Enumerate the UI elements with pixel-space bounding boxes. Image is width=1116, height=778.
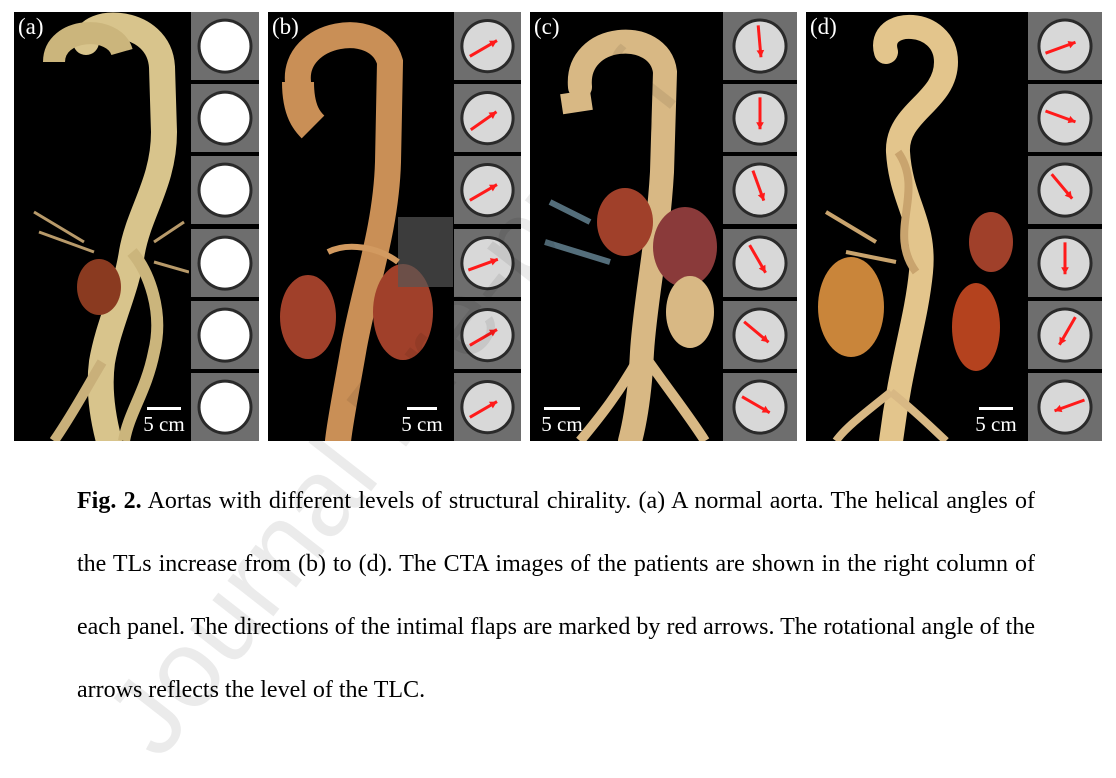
cta-slice-a-6 <box>191 372 259 441</box>
red-arrow-icon <box>469 39 498 58</box>
cta-slice-b-1 <box>454 12 521 81</box>
cta-slice-b-5 <box>454 300 521 369</box>
cta-column-c <box>723 12 797 441</box>
panel-d: (d) 5 cm <box>806 12 1102 441</box>
scale-bar-c: 5 cm <box>532 407 592 435</box>
cta-column-d <box>1028 12 1102 441</box>
aortic-lumen <box>200 165 250 215</box>
scale-label-d: 5 cm <box>975 412 1017 436</box>
red-arrow-icon <box>1061 241 1069 274</box>
cta-slice-a-1 <box>191 12 259 81</box>
cta-slice-b-3 <box>454 156 521 225</box>
scale-bar-a: 5 cm <box>136 407 192 435</box>
red-arrow-icon <box>748 243 767 274</box>
panel-a: (a) 5 cm <box>14 12 259 441</box>
red-arrow-icon <box>751 170 766 202</box>
cta-slice-c-3 <box>723 156 797 225</box>
caption-text: Aortas with different levels of structur… <box>77 488 1036 703</box>
scale-label-c: 5 cm <box>541 412 583 436</box>
cta-column-a <box>191 12 259 441</box>
cta-slice-c-6 <box>723 372 797 441</box>
panel-label-b: (b) <box>272 14 299 39</box>
cta-slice-c-2 <box>723 84 797 153</box>
aortic-lumen <box>200 21 250 71</box>
figure-caption: Fig. 2. Aortas with different levels of … <box>77 470 1035 722</box>
red-arrow-icon <box>469 183 498 202</box>
cta-slice-a-2 <box>191 84 259 153</box>
cta-slice-a-4 <box>191 228 259 297</box>
panel-b: (b) 5 cm <box>268 12 521 441</box>
red-arrow-icon <box>1053 398 1085 413</box>
aorta-render-b <box>280 22 453 441</box>
cta-slice-d-6 <box>1028 372 1102 441</box>
panel-label-d: (d) <box>810 14 837 39</box>
aortic-lumen <box>200 310 250 360</box>
aorta-render-d <box>818 14 1013 441</box>
cta-slice-d-4 <box>1028 228 1102 297</box>
aorta-render-a <box>33 12 189 441</box>
scale-label-b: 5 cm <box>401 412 443 436</box>
cta-slice-b-6 <box>454 372 521 441</box>
cta-slice-a-3 <box>191 156 259 225</box>
red-arrow-icon <box>467 257 499 271</box>
red-arrow-icon <box>756 97 764 130</box>
red-arrow-icon <box>469 110 498 132</box>
cta-slice-c-4 <box>723 228 797 297</box>
aortic-lumen <box>200 238 250 288</box>
red-arrow-icon <box>1050 173 1074 200</box>
cta-slice-c-5 <box>723 300 797 369</box>
scale-bar-d: 5 cm <box>968 407 1024 435</box>
panel-c: (c) 5 cm <box>530 12 797 441</box>
red-arrow-icon <box>1058 316 1077 346</box>
panel-label-c: (c) <box>534 14 560 39</box>
cta-slice-d-2 <box>1028 84 1102 153</box>
caption-fig-label: Fig. 2. <box>77 488 142 514</box>
cta-slice-d-3 <box>1028 156 1102 225</box>
cta-slice-b-4 <box>454 228 521 297</box>
scale-bar-b: 5 cm <box>394 407 450 435</box>
cta-slice-d-1 <box>1028 12 1102 81</box>
cta-slice-b-2 <box>454 84 521 153</box>
cta-slice-c-1 <box>723 12 797 81</box>
scale-label-a: 5 cm <box>143 412 185 436</box>
red-arrow-icon <box>1045 109 1077 124</box>
red-arrow-icon <box>743 320 770 344</box>
red-arrow-icon <box>741 395 771 414</box>
red-arrow-icon <box>469 327 498 347</box>
panel-label-a: (a) <box>18 14 44 39</box>
aortic-lumen <box>200 382 250 432</box>
red-arrow-icon <box>756 25 765 58</box>
aortic-lumen <box>200 93 250 143</box>
cta-slice-a-5 <box>191 300 259 369</box>
cta-column-b <box>454 12 521 441</box>
aorta-render-c <box>544 29 717 441</box>
red-arrow-icon <box>1045 40 1077 55</box>
figure-2: (a) 5 cm (b) 5 cm <box>14 12 1102 441</box>
red-arrow-icon <box>469 400 498 419</box>
cta-slice-d-5 <box>1028 300 1102 369</box>
